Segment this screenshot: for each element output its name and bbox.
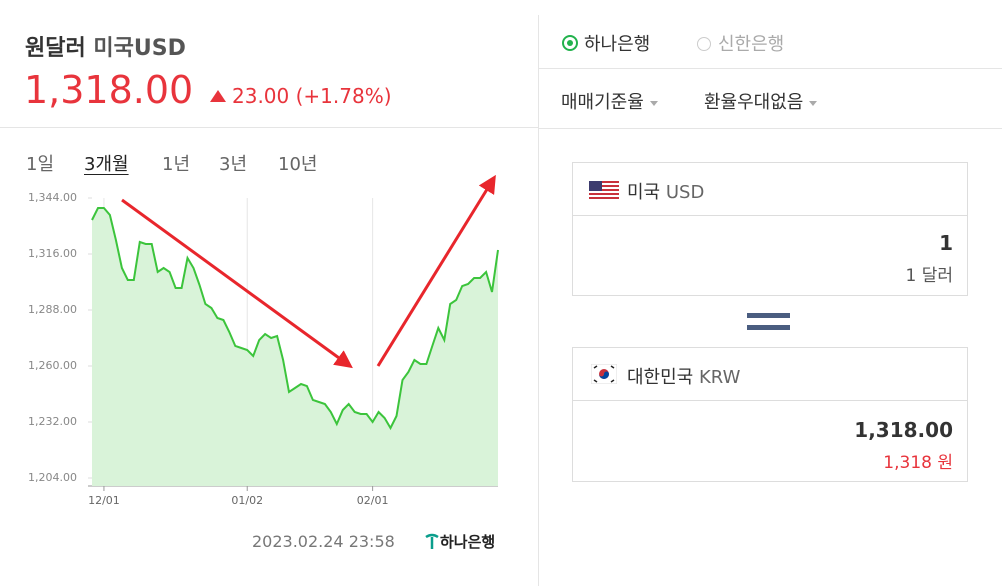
chart: 1,344.00 1,316.00 1,288.00 1,260.00 1,232.00… [28, 174, 499, 507]
bank-option[interactable]: 신한은행 [697, 30, 784, 56]
to-box: 대한민국 KRW 1,318.00 1,318 원 [572, 347, 968, 482]
change-pct: (+1.78%) [295, 84, 392, 108]
to-header[interactable]: 대한민국 KRW [573, 348, 967, 401]
period-tab[interactable]: 1일 [26, 154, 55, 175]
title: 원달러 미국USD [25, 30, 186, 62]
unit-amount: 1,318 원 [883, 453, 953, 473]
period-tab-selected[interactable]: 3개월 [84, 154, 129, 175]
radio-on [562, 35, 578, 51]
dropdown[interactable]: 환율우대없음 [704, 88, 818, 114]
bank-name: 하나은행 [584, 34, 651, 55]
equals-icon [747, 313, 790, 318]
code: KRW [698, 367, 741, 388]
source-name: 하나은행 [440, 533, 496, 551]
bank-name: 신한은행 [718, 34, 785, 55]
country: 미국 [627, 182, 661, 203]
dropdown[interactable]: 매매기준율 [561, 88, 658, 114]
flag-kr [591, 364, 617, 384]
divider [539, 68, 1002, 69]
rate: 1,318.00 [24, 68, 194, 112]
amount[interactable]: 1,318.00 [854, 418, 953, 442]
from-header[interactable]: 미국 USD [573, 163, 967, 216]
arrow [121, 198, 353, 369]
plot: 1,344.00 1,316.00 1,288.00 1,260.00 1,232.00… [28, 191, 499, 507]
currency-label: 대한민국 KRW [627, 363, 740, 389]
code: USD [665, 182, 705, 203]
source: 하나은행 [424, 531, 495, 552]
y-tick-label: 1,316.00 [28, 247, 77, 260]
divider [539, 128, 1002, 129]
arrow [376, 174, 496, 367]
up-icon [210, 90, 226, 102]
currency-label: 미국 USD [627, 178, 704, 204]
x-tick-label: 01/02 [231, 494, 263, 507]
x-tick-label: 02/01 [357, 494, 389, 507]
dropdown-label: 환율우대없음 [704, 92, 804, 113]
bank-option-selected[interactable]: 하나은행 [562, 30, 650, 56]
timestamp: 2023.02.24 23:58 [252, 532, 395, 551]
divider [0, 127, 538, 128]
change-value: 23.00 [232, 84, 290, 108]
y-tick-label: 1,260.00 [28, 359, 77, 372]
y-tick-label: 1,204.00 [28, 471, 77, 484]
period-tab[interactable]: 3년 [219, 154, 248, 175]
period-tab[interactable]: 10년 [278, 154, 318, 175]
dropdown-label: 매매기준율 [561, 92, 644, 113]
country: 대한민국 [627, 367, 694, 388]
line [91, 207, 499, 431]
equals-icon [747, 325, 790, 330]
from-box: 미국 USD 1 1 달러 [572, 162, 968, 296]
currency-name: 미국USD [93, 36, 186, 61]
y-tick-label: 1,288.00 [28, 303, 77, 316]
pair: 원달러 [25, 36, 86, 61]
period-tab[interactable]: 1년 [162, 154, 191, 175]
x-tick-label: 12/01 [88, 494, 120, 507]
flag-us [589, 181, 619, 199]
radio-off [697, 37, 711, 51]
y-tick-label: 1,344.00 [28, 191, 77, 204]
source-logo [425, 533, 439, 549]
amount[interactable]: 1 [939, 231, 953, 255]
y-tick-label: 1,232.00 [28, 415, 77, 428]
panel-border [538, 15, 539, 586]
change: 23.00 (+1.78%) [210, 84, 392, 108]
unit-amount: 1 달러 [905, 266, 954, 286]
